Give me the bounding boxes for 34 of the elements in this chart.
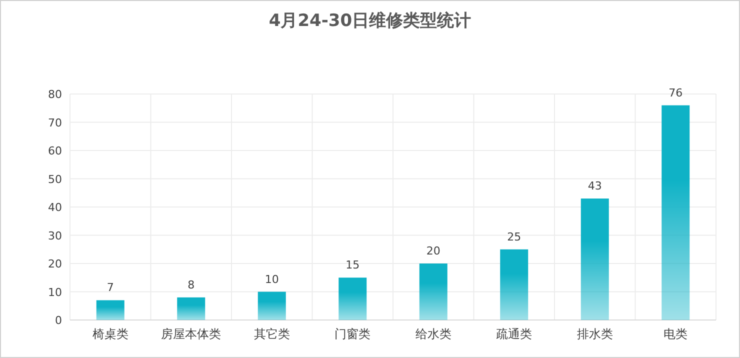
x-tick-label: 给水类 [415, 327, 452, 341]
x-tick-label: 椅桌类 [92, 327, 128, 341]
bar [419, 264, 448, 320]
data-label: 20 [426, 244, 440, 258]
y-tick-label: 70 [48, 116, 62, 130]
y-tick-label: 60 [48, 144, 62, 158]
bar [580, 198, 609, 320]
y-tick-label: 30 [48, 229, 62, 242]
x-tick-label: 其它类 [254, 327, 290, 341]
bar [662, 105, 690, 320]
data-label: 10 [264, 272, 279, 286]
data-label: 25 [507, 230, 522, 244]
bar [96, 300, 124, 320]
chart-title: 4月24-30日维修类型统计 [268, 11, 472, 31]
y-tick-label: 40 [48, 201, 62, 214]
y-tick-label: 20 [48, 258, 62, 270]
y-tick-label: 50 [48, 172, 62, 186]
data-label: 76 [668, 86, 683, 100]
bar [258, 292, 286, 320]
data-label: 43 [588, 180, 602, 193]
y-tick-label: 80 [48, 88, 62, 101]
bar [338, 278, 367, 320]
x-tick-label: 房屋本体类 [161, 327, 222, 341]
bar [500, 249, 528, 320]
data-label: 8 [188, 278, 195, 292]
y-tick-label: 10 [48, 286, 62, 299]
x-tick-label: 门窗类 [334, 327, 371, 341]
x-tick-label: 排水类 [576, 327, 613, 341]
data-label: 15 [346, 258, 360, 272]
data-label: 7 [106, 281, 114, 294]
y-tick-label: 0 [55, 314, 62, 327]
bar [177, 297, 206, 320]
x-tick-label: 疏通类 [496, 327, 532, 341]
x-tick-label: 电类 [664, 327, 688, 341]
